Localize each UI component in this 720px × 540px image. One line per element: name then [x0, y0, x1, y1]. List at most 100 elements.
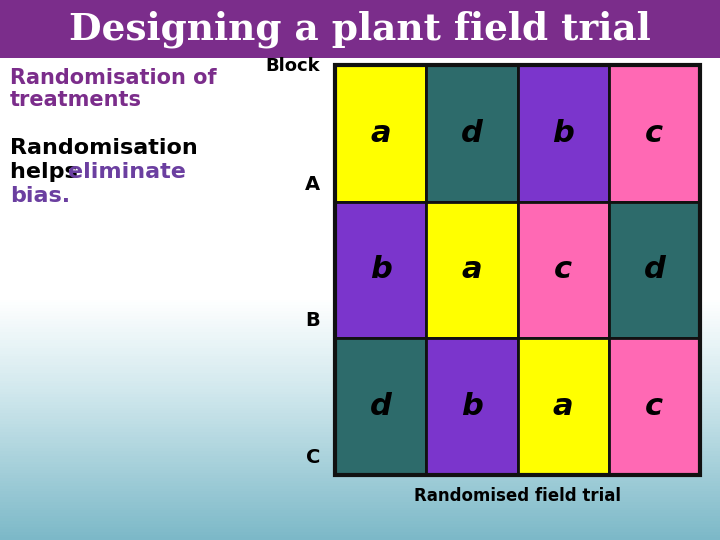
Bar: [0, 205, 720, 208]
Bar: [0, 165, 720, 167]
Bar: [0, 481, 720, 483]
Text: c: c: [645, 392, 663, 421]
Bar: [0, 267, 720, 270]
Bar: [0, 356, 720, 359]
Bar: [0, 140, 720, 143]
Bar: [0, 389, 720, 392]
Bar: [0, 364, 720, 367]
Text: b: b: [461, 392, 483, 421]
Bar: [0, 86, 720, 89]
Bar: [0, 478, 720, 481]
Bar: [0, 157, 720, 159]
Bar: [0, 30, 720, 32]
Text: A: A: [305, 174, 320, 194]
Bar: [0, 370, 720, 373]
Bar: [0, 216, 720, 219]
Bar: [0, 232, 720, 235]
Bar: [0, 294, 720, 297]
Bar: [0, 65, 720, 68]
Bar: [0, 394, 720, 397]
Bar: [0, 73, 720, 76]
Bar: [0, 122, 720, 124]
Bar: [0, 467, 720, 470]
Bar: [0, 251, 720, 254]
Bar: [0, 130, 720, 132]
Bar: [0, 116, 720, 119]
Text: C: C: [305, 448, 320, 467]
Text: eliminate: eliminate: [68, 162, 186, 182]
Bar: [0, 159, 720, 162]
Text: Designing a plant field trial: Designing a plant field trial: [69, 10, 651, 48]
Bar: [0, 305, 720, 308]
Text: treatments: treatments: [10, 90, 142, 110]
Bar: [0, 59, 720, 62]
Bar: [0, 76, 720, 78]
Bar: [0, 392, 720, 394]
Bar: [518, 201, 608, 339]
Bar: [0, 459, 720, 462]
Bar: [0, 265, 720, 267]
Bar: [0, 505, 720, 508]
Bar: [0, 103, 720, 105]
Bar: [0, 440, 720, 443]
Bar: [0, 454, 720, 456]
Bar: [0, 200, 720, 202]
Bar: [0, 508, 720, 510]
Bar: [0, 537, 720, 540]
Bar: [0, 246, 720, 248]
Text: d: d: [644, 255, 665, 285]
Bar: [0, 181, 720, 184]
Bar: [0, 208, 720, 211]
Bar: [0, 335, 720, 338]
Bar: [0, 262, 720, 265]
Bar: [0, 532, 720, 535]
Bar: [0, 113, 720, 116]
Bar: [0, 343, 720, 346]
Bar: [0, 383, 720, 386]
Bar: [0, 516, 720, 518]
Bar: [0, 327, 720, 329]
Bar: [608, 201, 700, 339]
Bar: [0, 483, 720, 486]
Bar: [0, 19, 720, 22]
Bar: [0, 513, 720, 516]
Bar: [0, 413, 720, 416]
Bar: [0, 189, 720, 192]
Bar: [0, 456, 720, 459]
Bar: [0, 346, 720, 348]
Bar: [0, 497, 720, 500]
Bar: [0, 313, 720, 316]
Bar: [0, 491, 720, 494]
Bar: [0, 111, 720, 113]
Bar: [0, 3, 720, 5]
Bar: [0, 178, 720, 181]
Text: helps: helps: [10, 162, 86, 182]
Bar: [0, 443, 720, 445]
Bar: [0, 373, 720, 375]
Bar: [0, 502, 720, 505]
Text: bias.: bias.: [10, 186, 70, 206]
Bar: [0, 194, 720, 197]
Bar: [0, 68, 720, 70]
Bar: [0, 446, 720, 448]
Bar: [0, 43, 720, 46]
Bar: [0, 273, 720, 275]
Bar: [0, 138, 720, 140]
Bar: [0, 410, 720, 413]
Bar: [0, 451, 720, 454]
Bar: [0, 321, 720, 324]
Bar: [0, 219, 720, 221]
Bar: [0, 97, 720, 100]
Text: b: b: [552, 119, 574, 148]
Bar: [0, 84, 720, 86]
Bar: [0, 429, 720, 432]
Bar: [0, 221, 720, 224]
Bar: [0, 8, 720, 11]
Bar: [0, 54, 720, 57]
Bar: [0, 224, 720, 227]
Bar: [0, 38, 720, 40]
Bar: [0, 143, 720, 146]
Bar: [0, 148, 720, 151]
Bar: [0, 186, 720, 189]
Bar: [608, 339, 700, 475]
